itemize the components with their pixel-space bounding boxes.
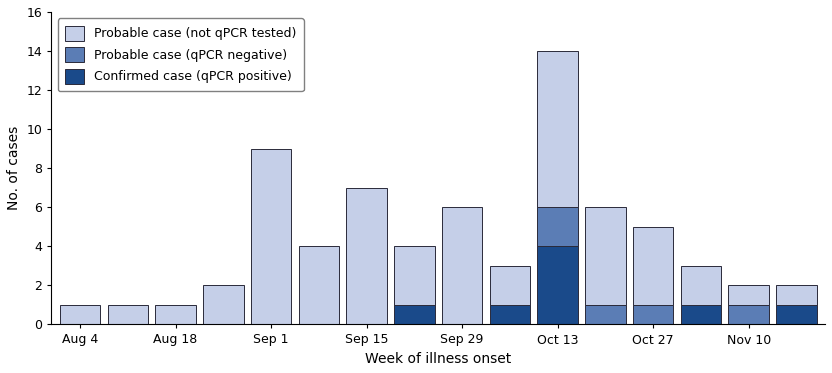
Bar — [728, 285, 769, 305]
Bar — [60, 305, 101, 325]
Bar — [394, 246, 434, 305]
Bar — [107, 305, 148, 325]
Bar — [585, 207, 626, 305]
Bar — [681, 305, 721, 325]
Bar — [681, 266, 721, 305]
Bar — [489, 305, 530, 325]
Bar — [633, 227, 673, 305]
Bar — [156, 305, 196, 325]
Y-axis label: No. of cases: No. of cases — [7, 126, 21, 210]
Bar — [299, 246, 339, 325]
Bar — [633, 305, 673, 325]
Legend: Probable case (not qPCR tested), Probable case (qPCR negative), Confirmed case (: Probable case (not qPCR tested), Probabl… — [57, 18, 304, 91]
Bar — [442, 207, 483, 325]
Bar — [585, 305, 626, 325]
Bar — [346, 188, 387, 325]
Bar — [203, 285, 244, 325]
Bar — [489, 266, 530, 305]
Bar — [537, 207, 578, 246]
Bar — [250, 149, 291, 325]
Bar — [776, 285, 817, 305]
Bar — [728, 305, 769, 325]
Bar — [537, 51, 578, 207]
Bar — [776, 305, 817, 325]
Bar — [537, 246, 578, 325]
X-axis label: Week of illness onset: Week of illness onset — [365, 352, 512, 366]
Bar — [394, 305, 434, 325]
